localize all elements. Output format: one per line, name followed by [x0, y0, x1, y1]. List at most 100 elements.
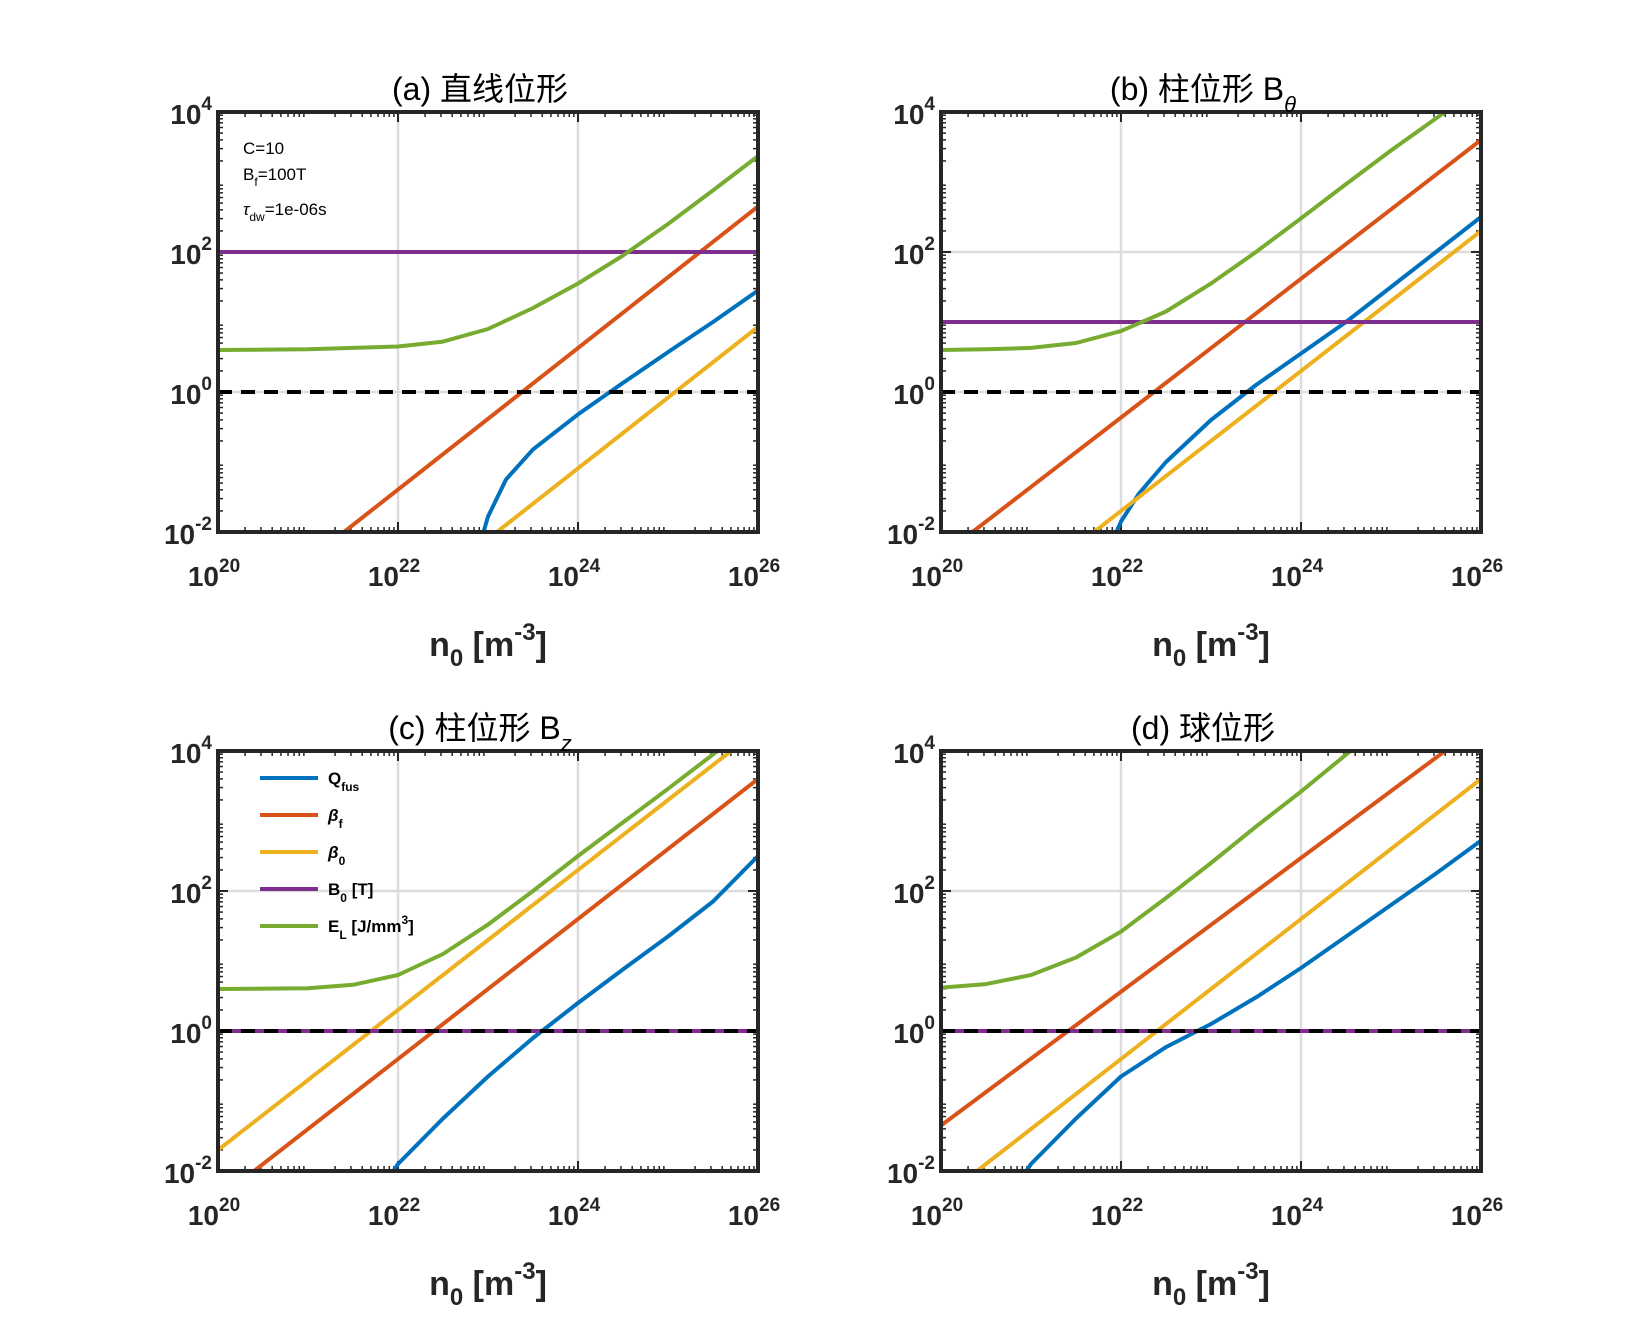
- legend: Qfus βf β0 B0 [T] EL [J/mm3]: [260, 769, 414, 942]
- x-label-close: ]: [1259, 1265, 1270, 1303]
- series-line-EL: [218, 154, 758, 352]
- x-tick-label: 1020: [911, 556, 963, 592]
- x-tick-base: 10: [1271, 561, 1302, 592]
- panel-title-text: (b) 柱位形 B: [1110, 71, 1284, 107]
- x-tick-exp: 26: [1482, 1195, 1503, 1216]
- y-tick-base: 10: [893, 738, 924, 769]
- y-tick-exp: 2: [924, 873, 935, 894]
- y-tick-base: 10: [887, 519, 918, 550]
- x-tick-label: 1020: [188, 1195, 240, 1231]
- x-tick-base: 10: [911, 561, 942, 592]
- annotation-c: C=10: [243, 139, 284, 158]
- x-tick-label: 1022: [1091, 556, 1143, 592]
- panel-title: (c) 柱位形 Bz: [388, 710, 571, 756]
- y-tick-label: 104: [170, 733, 212, 769]
- panel-title: (a) 直线位形: [392, 71, 568, 107]
- legend-item-B0: B0 [T]: [260, 880, 373, 905]
- x-tick-label: 1022: [368, 556, 420, 592]
- y-tick-exp: 4: [924, 94, 935, 115]
- series-line-beta_f: [941, 751, 1447, 1128]
- x-tick-exp: 22: [1122, 556, 1143, 577]
- x-tick-exp: 24: [579, 1195, 601, 1216]
- x-tick-exp: 22: [399, 556, 420, 577]
- series-line-beta_0: [495, 325, 758, 532]
- legend-item-beta_f: βf: [260, 806, 344, 831]
- x-tick-base: 10: [728, 561, 759, 592]
- legend-sub: fus: [341, 780, 359, 794]
- x-tick-label: 1026: [1451, 556, 1503, 592]
- series-line-beta_0: [1092, 229, 1481, 532]
- y-tick-base: 10: [170, 379, 201, 410]
- series-line-beta_f: [252, 777, 758, 1171]
- x-label-exp: -3: [1237, 1258, 1258, 1285]
- series-line-EL: [218, 751, 719, 991]
- y-tick-exp: -2: [195, 514, 212, 535]
- legend-label: Qfus: [328, 769, 360, 794]
- legend-item-EL: EL [J/mm3]: [260, 913, 414, 942]
- y-tick-label: 102: [170, 873, 212, 909]
- y-tick-exp: 4: [201, 94, 212, 115]
- legend-rest: [J/mm: [347, 917, 402, 936]
- plot-area: [218, 751, 758, 1171]
- x-tick-exp: 24: [1302, 556, 1324, 577]
- y-tick-label: 102: [170, 234, 212, 270]
- y-tick-base: 10: [887, 1158, 918, 1189]
- x-tick-exp: 20: [942, 1195, 963, 1216]
- x-label-sub: 0: [450, 1284, 463, 1311]
- x-tick-base: 10: [368, 1200, 399, 1231]
- x-tick-exp: 26: [1482, 556, 1503, 577]
- series-line-EL: [941, 112, 1447, 352]
- panel-title-sub: z: [560, 731, 572, 756]
- y-tick-base: 10: [893, 99, 924, 130]
- plot-area: [941, 751, 1481, 1171]
- x-label-exp: -3: [514, 619, 535, 646]
- y-tick-label: 102: [893, 234, 935, 270]
- series-group: [218, 154, 758, 532]
- y-tick-exp: 0: [924, 1013, 935, 1034]
- x-tick-label: 1024: [548, 556, 601, 592]
- x-tick-label: 1020: [188, 556, 240, 592]
- y-tick-base: 10: [170, 239, 201, 270]
- x-tick-base: 10: [911, 1200, 942, 1231]
- x-label-unit: [m: [1186, 626, 1237, 664]
- legend-close: ]: [408, 917, 414, 936]
- legend-label: B0 [T]: [328, 880, 373, 905]
- legend-sub: f: [339, 817, 344, 831]
- x-tick-exp: 22: [1122, 1195, 1143, 1216]
- y-tick-exp: 0: [924, 374, 935, 395]
- x-tick-label: 1024: [1271, 1195, 1324, 1231]
- y-tick-label: 104: [170, 94, 212, 130]
- x-tick-base: 10: [1451, 1200, 1482, 1231]
- annotation-tau-main: τ: [243, 200, 251, 219]
- series-line-Qfus: [481, 288, 758, 532]
- legend-main: B: [328, 880, 340, 899]
- y-tick-exp: 0: [201, 1013, 212, 1034]
- y-tick-label: 104: [893, 94, 935, 130]
- y-tick-label: 100: [170, 374, 212, 410]
- x-tick-exp: 20: [942, 556, 963, 577]
- y-tick-base: 10: [170, 1018, 201, 1049]
- x-tick-label: 1026: [728, 1195, 780, 1231]
- annotation-bf-main: B: [243, 165, 254, 184]
- x-tick-exp: 26: [759, 1195, 780, 1216]
- y-tick-exp: 2: [201, 234, 212, 255]
- x-label-close: ]: [536, 1265, 547, 1303]
- x-tick-base: 10: [1091, 1200, 1122, 1231]
- x-tick-base: 10: [728, 1200, 759, 1231]
- x-axis-label: n0 [m-3]: [429, 1258, 547, 1311]
- x-tick-exp: 24: [579, 556, 601, 577]
- series-line-EL: [941, 751, 1352, 990]
- x-tick-label: 1022: [368, 1195, 420, 1231]
- y-tick-exp: 4: [201, 733, 212, 754]
- x-tick-label: 1026: [1451, 1195, 1503, 1231]
- annotation-bf: Bf=100T: [243, 165, 306, 189]
- x-label-n: n: [429, 626, 450, 664]
- x-tick-label: 1020: [911, 1195, 963, 1231]
- x-tick-exp: 24: [1302, 1195, 1324, 1216]
- x-label-n: n: [429, 1265, 450, 1303]
- x-tick-base: 10: [548, 561, 579, 592]
- legend-item-beta_0: β0: [260, 843, 346, 868]
